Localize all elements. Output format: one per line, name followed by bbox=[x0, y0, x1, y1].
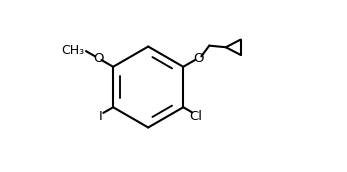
Text: CH₃: CH₃ bbox=[61, 44, 84, 57]
Text: I: I bbox=[99, 110, 102, 123]
Text: O: O bbox=[193, 52, 203, 65]
Text: O: O bbox=[93, 52, 103, 65]
Text: Cl: Cl bbox=[189, 110, 202, 123]
